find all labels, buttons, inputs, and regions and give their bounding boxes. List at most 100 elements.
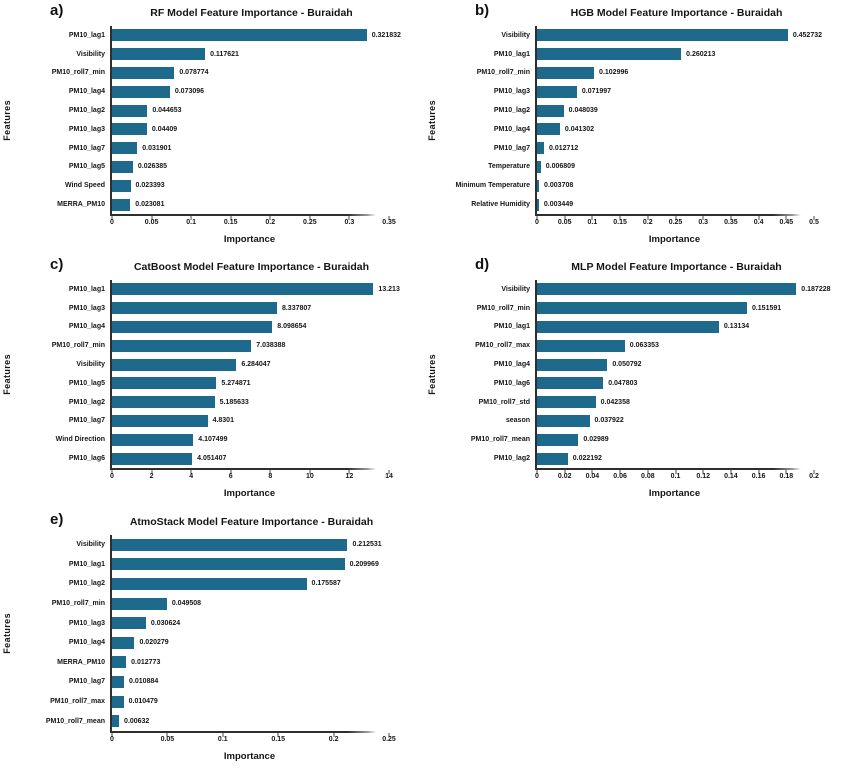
category-label: PM10_roll7_std: [478, 398, 530, 406]
x-tick-mark: [309, 216, 311, 220]
x-tick-mark: [619, 216, 621, 220]
category-label: PM10_lag2: [493, 455, 530, 463]
x-tick-label: 0.2: [809, 473, 819, 480]
plot-area: 0 2 4 6 8 10 12 14 13.213 8.337807 8.098654 7.0383…: [110, 280, 400, 480]
x-tick-mark: [111, 470, 113, 474]
bar-value-label: 0.037922: [594, 417, 624, 425]
x-tick-mark: [388, 733, 390, 737]
bar-value-label: 13.213: [378, 285, 400, 293]
importance-bar: [112, 558, 345, 571]
importance-bar: [112, 656, 127, 669]
category-label: PM10_lag7: [68, 144, 105, 152]
category-label: PM10_roll7_mean: [45, 717, 105, 725]
y-axis-title: Features: [425, 26, 438, 214]
x-axis-title: Importance: [223, 234, 276, 245]
bar-row: 0.13134: [537, 318, 814, 337]
bar-value-label: 6.284047: [241, 361, 271, 369]
bar-row: 0.209969: [112, 555, 389, 575]
chart-title: RF Model Feature Importance - Buraidah: [150, 7, 353, 19]
bar-value-label: 5.274871: [221, 379, 251, 387]
x-tick-label: 0.05: [557, 219, 572, 226]
category-label: MERRA_PM10: [57, 658, 105, 666]
x-tick-label: 6: [228, 473, 233, 480]
bar-row: 0.047803: [537, 374, 814, 393]
x-tick-mark: [111, 216, 113, 220]
bar-row: 0.321832: [112, 26, 401, 45]
bar-row: 0.187228: [537, 280, 831, 299]
category-label: PM10_lag4: [68, 639, 105, 647]
x-tick-mark: [730, 470, 732, 474]
bar-value-label: 0.047803: [608, 379, 638, 387]
bar-row: 4.8301: [112, 412, 389, 431]
bar-row: 0.023081: [112, 195, 389, 214]
bar-value-label: 0.026385: [137, 163, 168, 171]
x-tick-label: 0: [535, 219, 539, 226]
bar-value-label: 8.337807: [281, 304, 312, 312]
category-label: PM10_lag1: [68, 31, 105, 39]
y-axis-title: Features: [425, 280, 438, 468]
x-tick-label: 0.1: [670, 473, 681, 480]
category-label: PM10_lag4: [68, 88, 105, 96]
importance-bar: [112, 715, 119, 728]
bar-row: 0.010479: [112, 692, 389, 712]
bar-value-label: 0.003708: [544, 182, 574, 190]
category-label: Relative Humidity: [471, 201, 530, 209]
x-tick-label: 0.2: [642, 219, 653, 226]
x-tick-mark: [230, 216, 232, 220]
chart-title: AtmoStack Model Feature Importance - Bur…: [129, 516, 374, 528]
chart-title: CatBoost Model Feature Importance - Bura…: [133, 261, 370, 273]
bar-value-label: 0.030624: [150, 619, 181, 627]
x-tick-mark: [619, 470, 621, 474]
x-tick-label: 0: [110, 219, 114, 226]
x-tick-label: 0.45: [779, 219, 794, 226]
importance-bar: [537, 160, 541, 173]
x-tick-mark: [675, 216, 676, 220]
category-label: PM10_lag2: [68, 107, 105, 115]
bar-value-label: 0.00632: [124, 717, 150, 725]
x-tick-mark: [230, 470, 232, 474]
bar-value-label: 0.078774: [179, 69, 209, 77]
category-label: PM10_lag3: [68, 125, 105, 133]
plot-area: 0 0.05 0.1 0.15 0.2 0.25 0.3 0.35 0.4 0.45 0.5 0.4…: [535, 26, 822, 226]
bar-value-label: 5.185633: [219, 398, 249, 406]
importance-bar: [537, 414, 590, 427]
category-label: PM10_lag1: [493, 50, 530, 58]
x-tick-mark: [647, 216, 649, 220]
panel-letter-label: e): [50, 511, 64, 528]
x-tick-label: 0.15: [223, 219, 238, 226]
importance-bar: [112, 433, 194, 446]
bar-row: 0.003708: [537, 176, 814, 195]
x-tick-label: 0.1: [186, 219, 197, 226]
category-label: Visibility: [501, 285, 530, 293]
bar-row: 0.010884: [112, 672, 389, 692]
y-tick-labels: Visibility PM10_lag1 PM10_roll7_min PM10_la…: [438, 26, 535, 214]
bar-row: 0.042358: [537, 393, 814, 412]
importance-bar: [537, 452, 568, 465]
category-label: Visibility: [501, 31, 530, 39]
importance-bar: [112, 85, 170, 98]
y-tick-labels: Visibility PM10_lag1 PM10_lag2 PM10_roll7_m…: [13, 535, 110, 731]
category-label: PM10_roll7_max: [50, 698, 105, 706]
bar-row: 0.151591: [537, 299, 814, 318]
importance-bar: [112, 320, 273, 333]
x-axis-title: Importance: [223, 751, 276, 762]
panel-letter-label: b): [475, 2, 490, 19]
x-tick-mark: [591, 216, 593, 220]
bar-value-label: 0.452732: [792, 31, 823, 39]
bar-value-label: 0.02989: [583, 436, 609, 444]
x-tick-label: 2: [149, 473, 154, 480]
category-label: MERRA_PM10: [57, 201, 105, 209]
x-tick-mark: [190, 470, 192, 474]
bar-value-label: 0.003449: [543, 201, 574, 209]
x-tick-label: 0.05: [144, 219, 159, 226]
x-tick-label: 0: [535, 473, 539, 480]
category-label: Wind Speed: [65, 182, 105, 190]
importance-bar: [112, 577, 307, 590]
bar-row: 0.02989: [537, 430, 814, 449]
category-label: PM10_lag1: [68, 560, 105, 568]
plot-area: 0 0.02 0.04 0.06 0.08 0.1 0.12 0.14 0.16 0.18 0.2 …: [535, 280, 831, 480]
x-tick-mark: [758, 470, 760, 474]
category-label: PM10_lag5: [68, 163, 105, 171]
bar-row: 4.051407: [112, 449, 389, 468]
